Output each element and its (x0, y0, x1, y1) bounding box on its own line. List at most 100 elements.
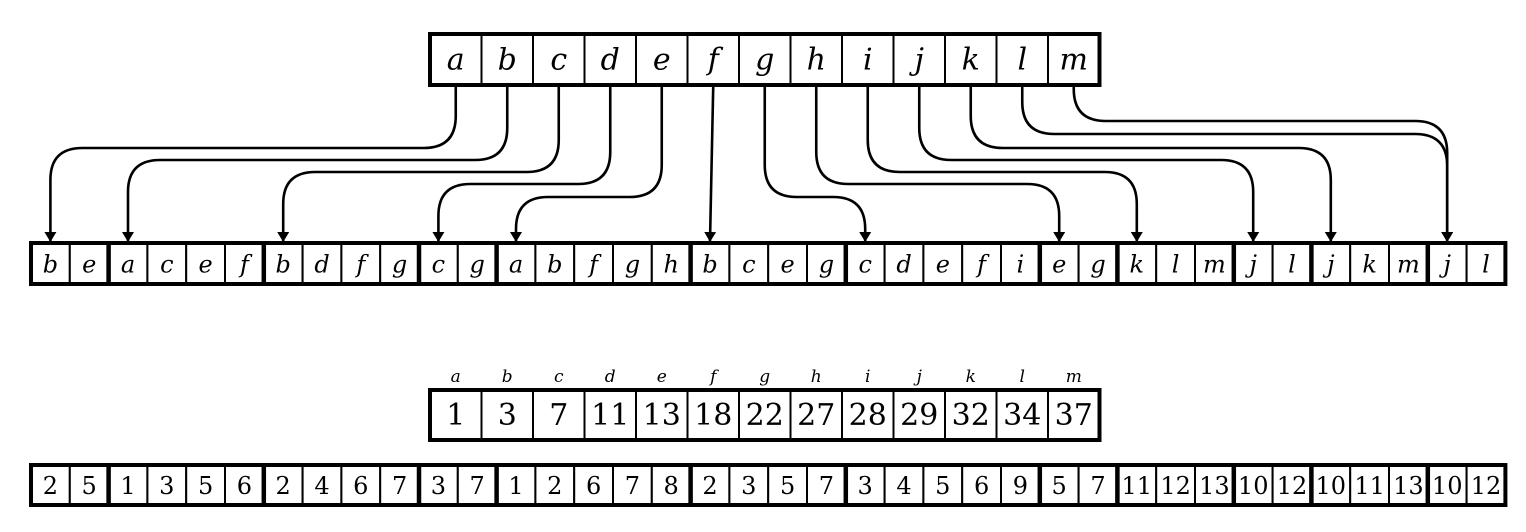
adjacency-value: g (625, 251, 640, 279)
index-cell (534, 464, 576, 506)
adjacency-cell (1232, 242, 1274, 285)
offset-value: 34 (1003, 398, 1041, 433)
pointer-arrow-d (432, 85, 612, 242)
adjacency-value: g (392, 251, 407, 279)
offset-value: 18 (694, 398, 732, 433)
adjacency-value: e (82, 251, 96, 279)
adjacency-value: d (314, 251, 329, 279)
index-cell (767, 464, 809, 506)
adjacency-value: g (819, 251, 834, 279)
index-cell (650, 464, 692, 506)
index-value: 6 (974, 472, 989, 500)
index-cell (146, 464, 188, 506)
vertex-value: k (962, 43, 980, 78)
index-value: 3 (858, 472, 873, 500)
index-array: 2 5 1 3 5 6 2 4 6 7 3 7 1 2 6 7 8 2 3 5 7 3 4 5 6 9 5 7 11 12 13 10 12 10… (29, 463, 1508, 507)
index-value: 2 (547, 472, 562, 500)
adjacency-value: a (509, 251, 523, 279)
offset-vertex-label: i (865, 367, 870, 387)
offset-cell (738, 389, 792, 441)
offset-border (428, 388, 1102, 442)
index-value: 5 (82, 472, 97, 500)
pointer-arrow-l (1020, 85, 1454, 242)
vertex-cell (686, 33, 740, 86)
offset-value: 27 (797, 398, 835, 433)
offset-vertex-label: m (1066, 367, 1082, 387)
offset-value: 28 (849, 398, 887, 433)
offset-vertex-label: h (811, 367, 822, 387)
offset-vertex-label: j (913, 367, 923, 387)
adjacency-value: l (1172, 251, 1180, 279)
index-value: 9 (1013, 472, 1028, 500)
offset-value: 11 (591, 398, 629, 433)
index-value: 6 (237, 472, 252, 500)
pointer-arrow-a (44, 85, 458, 242)
offset-value: 29 (900, 398, 938, 433)
vertex-cell (738, 33, 792, 86)
adjacency-value: l (1482, 251, 1490, 279)
index-value: 12 (1471, 472, 1502, 500)
offset-vertex-label: e (657, 367, 667, 387)
offset-cell (944, 389, 998, 441)
index-value: 7 (625, 472, 640, 500)
pointer-arrow-h (814, 85, 1066, 242)
index-value: 2 (276, 472, 291, 500)
adjacency-value: h (663, 251, 678, 279)
index-value: 3 (431, 472, 446, 500)
pointer-arrow-i (866, 85, 1143, 242)
adjacency-value: g (470, 251, 485, 279)
index-value: 13 (1199, 472, 1230, 500)
vertex-value: e (653, 43, 671, 78)
index-value: 4 (896, 472, 911, 500)
adjacency-value: e (780, 251, 794, 279)
offset-vertex-label: d (605, 367, 616, 387)
offset-cell (583, 389, 637, 441)
adjacency-value: c (160, 251, 173, 279)
adjacency-value: c (858, 251, 871, 279)
pointer-arrows (44, 84, 1454, 242)
adjacency-value: b (276, 251, 291, 279)
vertex-value: g (755, 43, 774, 78)
adjacency-value: m (1397, 251, 1420, 279)
adjacency-cell (1388, 242, 1429, 285)
offset-array: 1 3 7 11 13 18 22 27 28 29 32 34 37 (428, 388, 1102, 442)
offset-cell (480, 389, 534, 441)
index-value: 2 (43, 472, 58, 500)
pointer-arrow-g (763, 85, 872, 242)
pointer-arrow-b (122, 85, 509, 242)
offset-cell (686, 389, 740, 441)
index-value: 12 (1277, 472, 1308, 500)
index-value: 6 (586, 472, 601, 500)
vertex-value: d (601, 43, 620, 78)
offset-value: 3 (498, 398, 517, 433)
adjacency-value: k (1362, 251, 1377, 279)
pointer-arrow-e (510, 85, 664, 242)
offset-value: 13 (643, 398, 681, 433)
index-value: 5 (780, 472, 795, 500)
index-value: 5 (1052, 472, 1067, 500)
vertex-cell (841, 33, 895, 86)
vertex-value: i (863, 43, 873, 78)
index-value: 3 (741, 472, 756, 500)
adjacency-cell (68, 242, 110, 285)
adjacency-value: c (742, 251, 755, 279)
adjacency-value: b (702, 251, 717, 279)
offset-cell (841, 389, 895, 441)
pointer-arrow-c (277, 85, 561, 242)
offset-vertex-label: l (1020, 367, 1025, 387)
index-border (29, 463, 1508, 507)
index-value: 3 (159, 472, 174, 500)
adjacency-value: m (1203, 251, 1226, 279)
index-value: 2 (702, 472, 717, 500)
offset-value: 37 (1055, 398, 1093, 433)
index-cell (922, 464, 964, 506)
adjacency-value: b (43, 251, 58, 279)
index-cell (844, 464, 886, 506)
vertex-value: c (550, 43, 567, 78)
vertex-value: m (1060, 43, 1088, 78)
vertex-value: l (1017, 43, 1027, 78)
pointer-arrow-j (917, 85, 1260, 242)
